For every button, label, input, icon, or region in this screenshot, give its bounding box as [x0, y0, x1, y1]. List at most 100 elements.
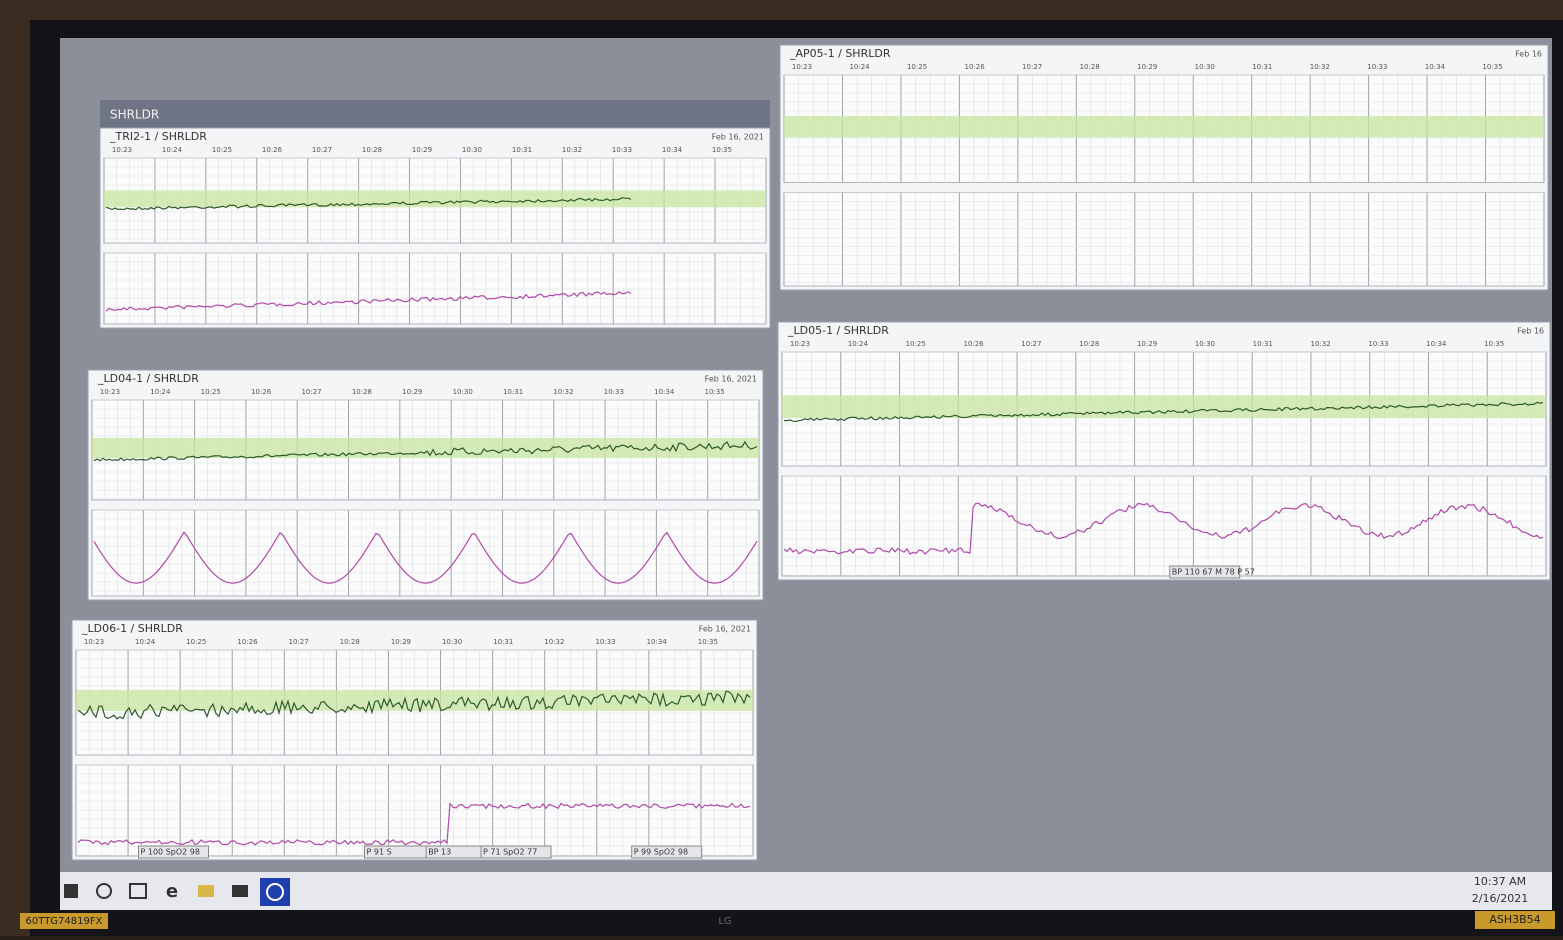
time-label: 10:25: [212, 146, 232, 154]
panel-date: Feb 16, 2021: [712, 133, 764, 142]
time-label: 10:24: [848, 340, 869, 348]
monitor-panel: _TRI2-1 / SHRLDR Feb 16, 2021 10:23 10:24 10…: [100, 128, 770, 328]
panel-name: _LD06-1 / SHRLDR: [81, 622, 183, 635]
time-label: 10:31: [493, 638, 513, 646]
time-label: 10:26: [963, 340, 984, 348]
time-label: 10:29: [412, 146, 432, 154]
time-label: 10:23: [790, 340, 810, 348]
time-label: 10:33: [604, 388, 624, 396]
time-label: 10:24: [135, 638, 156, 646]
time-label: 10:26: [965, 63, 986, 71]
vitals-label: P 91 S: [367, 848, 392, 857]
time-label: 10:27: [289, 638, 309, 646]
time-label: 10:30: [442, 638, 462, 646]
time-label: 10:24: [849, 63, 870, 71]
time-label: 10:32: [544, 638, 564, 646]
time-label: 10:30: [1195, 63, 1215, 71]
clock-date[interactable]: 2/16/2021: [1472, 892, 1528, 905]
panel-date: Feb 16: [1515, 50, 1542, 59]
normal-band: [782, 395, 1546, 418]
vitals-label: P 100 SpO2 98: [141, 848, 200, 857]
monitor-panel: _LD05-1 / SHRLDR Feb 16 10:23 10:24 10:25 10:…: [778, 322, 1550, 580]
time-label: 10:28: [352, 388, 372, 396]
time-label: 10:33: [595, 638, 615, 646]
time-label: 10:35: [1484, 340, 1504, 348]
explorer-icon[interactable]: [198, 885, 214, 897]
panel-date: Feb 16, 2021: [699, 625, 751, 634]
time-label: 10:34: [1425, 63, 1446, 71]
time-label: 10:23: [112, 146, 132, 154]
time-label: 10:26: [237, 638, 258, 646]
asset-tag-text: ASH3B54: [1489, 913, 1540, 926]
time-label: 10:33: [612, 146, 632, 154]
window-titlebar: [100, 100, 770, 128]
vitals-label: P 99 SpO2 98: [634, 848, 688, 857]
time-label: 10:28: [1080, 63, 1100, 71]
time-label: 10:28: [340, 638, 360, 646]
time-label: 10:30: [1195, 340, 1215, 348]
time-label: 10:27: [1022, 63, 1042, 71]
time-label: 10:29: [1137, 340, 1157, 348]
time-label: 10:29: [402, 388, 422, 396]
time-label: 10:33: [1368, 340, 1388, 348]
time-label: 10:30: [462, 146, 482, 154]
time-label: 10:30: [453, 388, 473, 396]
time-label: 10:26: [251, 388, 272, 396]
time-label: 10:29: [1137, 63, 1157, 71]
time-label: 10:35: [705, 388, 725, 396]
time-label: 10:31: [503, 388, 523, 396]
monitor-panel: _LD06-1 / SHRLDR Feb 16, 2021 10:23 10:24 10…: [72, 620, 757, 860]
start-button[interactable]: [64, 884, 78, 898]
time-label: 10:32: [1311, 340, 1331, 348]
monitor-panel: _LD04-1 / SHRLDR Feb 16, 2021 10:23 10:24 10…: [88, 370, 763, 600]
normal-band: [784, 116, 1544, 138]
time-label: 10:35: [1482, 63, 1502, 71]
time-label: 10:32: [553, 388, 573, 396]
panel-date: Feb 16: [1517, 327, 1544, 336]
panel-name: _LD05-1 / SHRLDR: [787, 324, 889, 337]
time-label: 10:25: [186, 638, 206, 646]
time-label: 10:35: [698, 638, 718, 646]
time-label: 10:32: [562, 146, 582, 154]
time-label: 10:31: [1252, 63, 1272, 71]
time-label: 10:27: [312, 146, 332, 154]
asset-tag-text: 60TTG74819FX: [26, 916, 103, 927]
panel-date: Feb 16, 2021: [705, 375, 757, 384]
time-label: 10:34: [1426, 340, 1447, 348]
time-label: 10:34: [647, 638, 668, 646]
time-label: 10:29: [391, 638, 411, 646]
time-label: 10:25: [907, 63, 927, 71]
time-label: 10:23: [100, 388, 120, 396]
time-label: 10:34: [654, 388, 675, 396]
time-label: 10:31: [512, 146, 532, 154]
time-label: 10:35: [712, 146, 732, 154]
time-label: 10:27: [301, 388, 321, 396]
time-label: 10:34: [662, 146, 683, 154]
edge-icon[interactable]: e: [166, 881, 178, 902]
time-label: 10:25: [201, 388, 221, 396]
time-label: 10:28: [1079, 340, 1099, 348]
time-label: 10:23: [84, 638, 104, 646]
vitals-label: BP 110 67 M 78 P 57: [1172, 568, 1255, 577]
normal-band: [104, 190, 766, 207]
time-label: 10:23: [792, 63, 812, 71]
time-label: 10:31: [1253, 340, 1273, 348]
app-icon[interactable]: [260, 878, 290, 906]
vitals-label: BP 13: [428, 848, 451, 857]
brand-logo: LG: [718, 916, 731, 927]
monitor-photo: SHRLDR e 10:37 AM 2/16/2021 60TTG74819FX…: [0, 0, 1563, 936]
time-label: 10:24: [162, 146, 183, 154]
time-label: 10:26: [262, 146, 283, 154]
time-label: 10:32: [1310, 63, 1330, 71]
time-label: 10:25: [906, 340, 926, 348]
clock-time[interactable]: 10:37 AM: [1474, 875, 1526, 888]
panel-name: _TRI2-1 / SHRLDR: [109, 130, 207, 143]
store-icon[interactable]: [232, 885, 248, 897]
time-label: 10:28: [362, 146, 382, 154]
vitals-label: P 71 SpO2 77: [483, 848, 537, 857]
window-title: SHRLDR: [110, 108, 159, 122]
panel-name: _LD04-1 / SHRLDR: [97, 372, 199, 385]
time-label: 10:33: [1367, 63, 1387, 71]
time-label: 10:24: [150, 388, 171, 396]
